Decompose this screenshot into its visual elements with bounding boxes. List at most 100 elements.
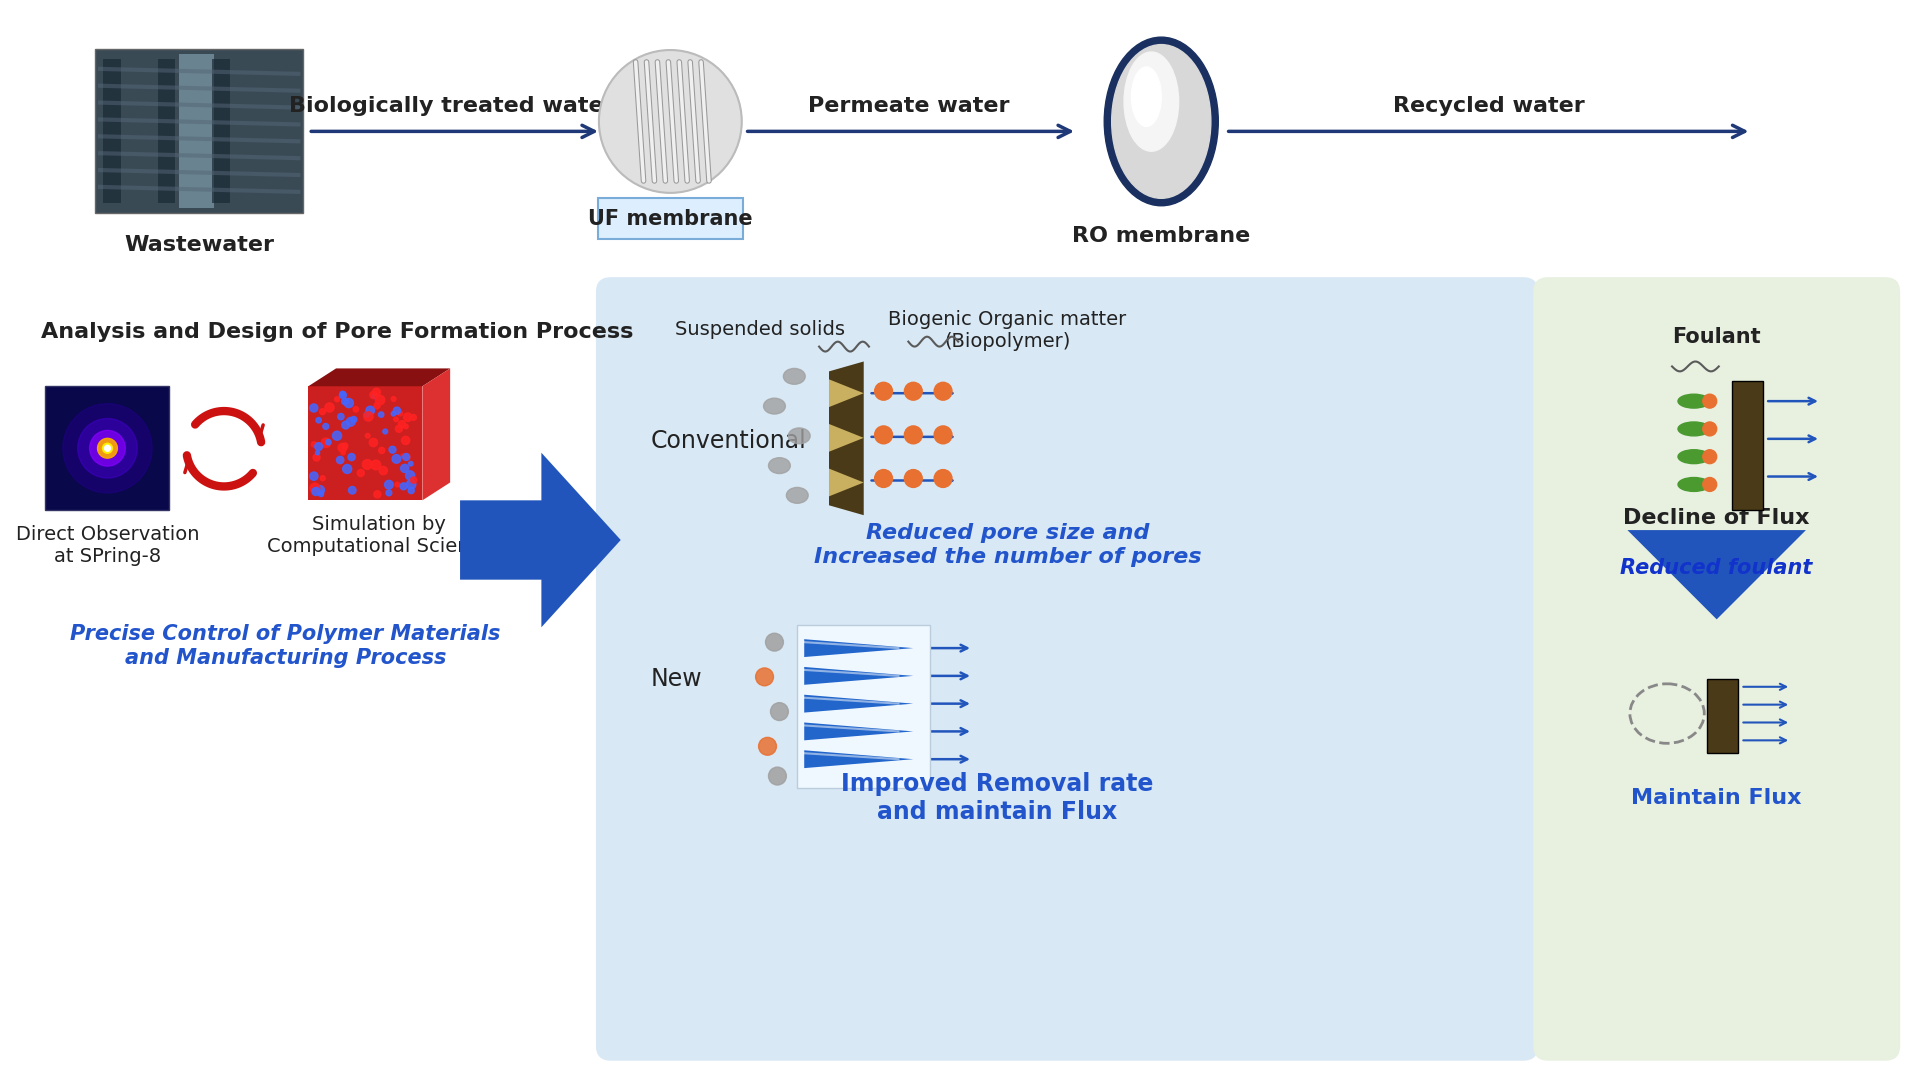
Circle shape	[313, 454, 321, 461]
Circle shape	[396, 483, 399, 487]
Circle shape	[357, 470, 365, 476]
Circle shape	[935, 426, 952, 444]
Circle shape	[770, 703, 789, 720]
Circle shape	[756, 667, 774, 686]
Circle shape	[353, 406, 359, 411]
Polygon shape	[1628, 530, 1807, 619]
Circle shape	[403, 413, 413, 421]
FancyBboxPatch shape	[96, 49, 303, 213]
Circle shape	[372, 388, 380, 396]
Circle shape	[311, 487, 321, 496]
Circle shape	[342, 443, 348, 448]
Circle shape	[363, 460, 372, 470]
Ellipse shape	[1678, 422, 1709, 436]
Text: New: New	[651, 666, 703, 691]
FancyBboxPatch shape	[179, 54, 215, 207]
Circle shape	[396, 426, 403, 432]
Polygon shape	[804, 639, 914, 657]
Circle shape	[363, 411, 372, 421]
Circle shape	[309, 472, 319, 481]
Circle shape	[374, 403, 380, 409]
Circle shape	[403, 454, 409, 460]
Ellipse shape	[1131, 67, 1162, 126]
Circle shape	[399, 483, 407, 490]
Circle shape	[904, 470, 922, 487]
Circle shape	[319, 408, 324, 415]
Circle shape	[409, 487, 415, 494]
Circle shape	[344, 399, 353, 407]
Circle shape	[340, 392, 346, 399]
Circle shape	[342, 421, 349, 429]
Text: Suspended solids: Suspended solids	[674, 320, 845, 339]
Text: Improved Removal rate
and maintain Flux: Improved Removal rate and maintain Flux	[841, 772, 1154, 824]
Circle shape	[374, 490, 380, 498]
Circle shape	[935, 470, 952, 487]
Ellipse shape	[783, 368, 804, 384]
Polygon shape	[829, 379, 864, 407]
FancyBboxPatch shape	[1534, 278, 1901, 1061]
Circle shape	[319, 491, 324, 497]
Text: Simulation by
Computational Science: Simulation by Computational Science	[267, 515, 492, 556]
Circle shape	[1703, 394, 1716, 408]
Circle shape	[376, 395, 384, 405]
Circle shape	[394, 407, 401, 415]
Circle shape	[1703, 422, 1716, 436]
Polygon shape	[804, 751, 914, 768]
Circle shape	[324, 403, 334, 413]
Text: Conventional: Conventional	[651, 429, 806, 453]
Text: Reduced foulant: Reduced foulant	[1620, 557, 1812, 578]
Circle shape	[104, 445, 111, 451]
Polygon shape	[422, 368, 449, 500]
Circle shape	[382, 429, 388, 434]
Circle shape	[311, 442, 317, 447]
Ellipse shape	[1678, 394, 1709, 408]
Circle shape	[758, 738, 776, 755]
Circle shape	[321, 475, 324, 481]
Circle shape	[332, 431, 342, 441]
Circle shape	[63, 404, 152, 492]
Ellipse shape	[768, 458, 791, 473]
Circle shape	[394, 417, 397, 421]
Circle shape	[342, 399, 348, 405]
Circle shape	[315, 443, 323, 450]
Circle shape	[371, 391, 376, 399]
Circle shape	[317, 418, 321, 423]
Circle shape	[323, 423, 328, 430]
FancyBboxPatch shape	[797, 625, 929, 788]
Circle shape	[342, 450, 346, 455]
Text: Direct Observation
at SPring-8: Direct Observation at SPring-8	[15, 525, 200, 566]
Circle shape	[346, 417, 355, 427]
FancyBboxPatch shape	[104, 59, 121, 203]
Circle shape	[342, 464, 351, 473]
Circle shape	[349, 486, 355, 494]
Circle shape	[365, 413, 369, 417]
Text: RO membrane: RO membrane	[1071, 226, 1250, 245]
Circle shape	[1703, 477, 1716, 491]
Text: Biologically treated water: Biologically treated water	[290, 95, 614, 116]
Circle shape	[338, 444, 348, 453]
Circle shape	[1703, 449, 1716, 463]
Ellipse shape	[789, 428, 810, 444]
Circle shape	[340, 391, 346, 396]
Circle shape	[390, 446, 396, 454]
Circle shape	[378, 467, 388, 475]
Polygon shape	[829, 424, 864, 451]
Circle shape	[367, 406, 374, 415]
Circle shape	[102, 443, 113, 454]
Polygon shape	[461, 453, 620, 627]
Circle shape	[336, 457, 344, 463]
Circle shape	[386, 490, 392, 496]
Circle shape	[411, 477, 417, 483]
Text: Analysis and Design of Pore Formation Process: Analysis and Design of Pore Formation Pr…	[40, 322, 634, 341]
Circle shape	[321, 438, 330, 447]
Ellipse shape	[787, 487, 808, 503]
Ellipse shape	[1112, 44, 1212, 199]
Circle shape	[405, 471, 415, 480]
Text: Decline of Flux: Decline of Flux	[1624, 508, 1811, 528]
Circle shape	[401, 436, 409, 445]
Circle shape	[326, 440, 330, 445]
FancyBboxPatch shape	[1732, 381, 1763, 510]
Polygon shape	[829, 362, 864, 515]
Circle shape	[77, 419, 136, 478]
Polygon shape	[829, 469, 864, 497]
